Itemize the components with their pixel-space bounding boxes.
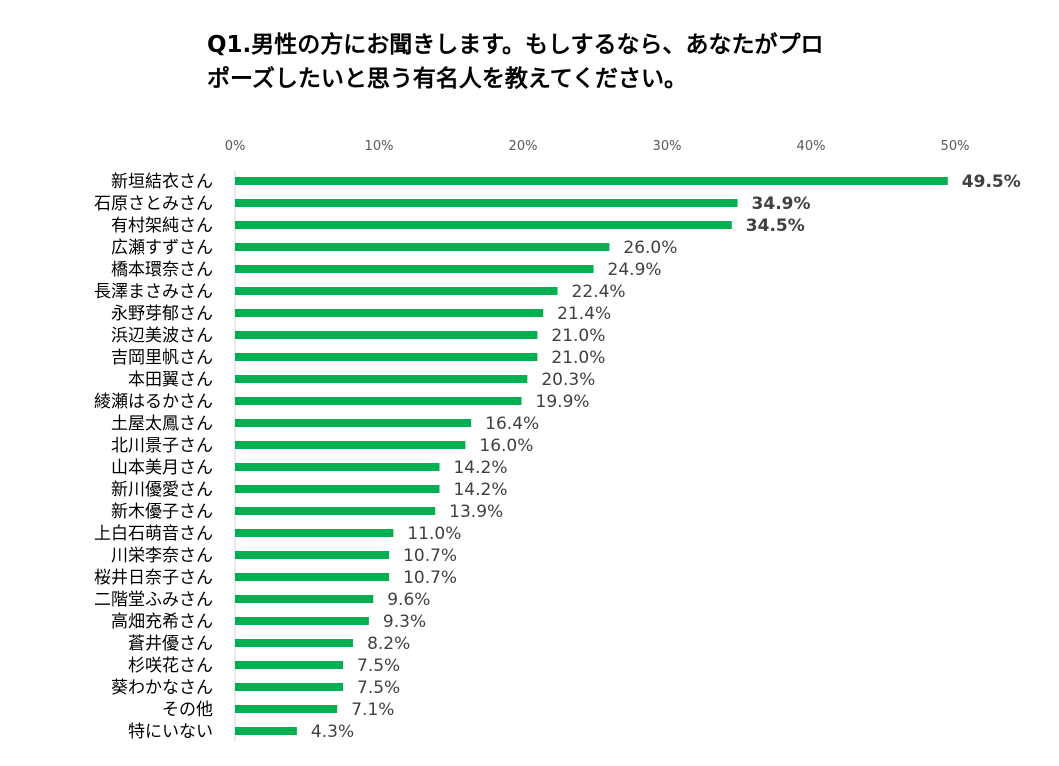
bar — [235, 485, 440, 493]
data-label: 19.9% — [536, 392, 590, 412]
chart-title: Q1.男性の方にお聞きします。もしするなら、あなたがプロ ポーズしたいと思う有名… — [207, 28, 967, 96]
category-label: 山本美月さん — [111, 458, 213, 478]
data-label: 21.4% — [557, 304, 611, 324]
data-label: 4.3% — [311, 722, 354, 742]
data-label: 16.0% — [479, 436, 533, 456]
data-label: 10.7% — [403, 546, 457, 566]
bar — [235, 617, 369, 625]
bar — [235, 683, 343, 691]
data-label: 49.5% — [962, 172, 1021, 192]
data-label: 24.9% — [608, 260, 662, 280]
data-label: 22.4% — [572, 282, 626, 302]
bar — [235, 595, 374, 603]
data-label: 9.6% — [387, 590, 430, 610]
data-label: 20.3% — [541, 370, 595, 390]
bar — [235, 397, 522, 405]
data-label: 7.5% — [357, 678, 400, 698]
data-label: 7.1% — [351, 700, 394, 720]
data-label: 16.4% — [485, 414, 539, 434]
data-label: 10.7% — [403, 568, 457, 588]
bar — [235, 331, 538, 339]
category-label: 長澤まさみさん — [94, 282, 213, 302]
category-label: 吉岡里帆さん — [111, 348, 213, 368]
bar — [235, 661, 343, 669]
bar — [235, 199, 738, 207]
category-label: 高畑充希さん — [111, 612, 213, 632]
category-label: その他 — [162, 700, 213, 720]
category-label: 川栄李奈さん — [111, 546, 213, 566]
bar — [235, 353, 538, 361]
category-label: 有村架純さん — [111, 216, 213, 236]
bar — [235, 573, 390, 581]
category-label: 綾瀬はるかさん — [94, 392, 213, 412]
x-tick-label: 10% — [365, 139, 394, 154]
category-label: 本田翼さん — [128, 370, 213, 390]
bar — [235, 287, 558, 295]
category-label: 新垣結衣さん — [111, 172, 213, 192]
bar — [235, 441, 466, 449]
data-label: 14.2% — [453, 480, 507, 500]
bar — [235, 507, 436, 515]
bar — [235, 309, 544, 317]
category-label: 石原さとみさん — [94, 194, 213, 214]
x-tick-label: 50% — [941, 139, 970, 154]
bar — [235, 529, 394, 537]
bar — [235, 243, 610, 251]
category-label: 永野芽郁さん — [111, 304, 213, 324]
category-label: 二階堂ふみさん — [94, 590, 213, 610]
category-label: 葵わかなさん — [111, 678, 213, 698]
data-label: 21.0% — [551, 348, 605, 368]
data-label: 21.0% — [551, 326, 605, 346]
bar — [235, 551, 390, 559]
category-label: 北川景子さん — [111, 436, 213, 456]
x-tick-label: 0% — [225, 139, 246, 154]
bar — [235, 177, 948, 185]
bar — [235, 727, 297, 735]
data-label: 11.0% — [407, 524, 461, 544]
data-label: 13.9% — [449, 502, 503, 522]
category-label: 土屋太鳳さん — [111, 414, 213, 434]
category-label: 浜辺美波さん — [111, 326, 213, 346]
data-label: 34.9% — [752, 194, 811, 214]
data-label: 26.0% — [623, 238, 677, 258]
data-label: 8.2% — [367, 634, 410, 654]
category-label: 杉咲花さん — [128, 656, 213, 676]
data-label: 34.5% — [746, 216, 805, 236]
bar — [235, 705, 338, 713]
bar — [235, 375, 528, 383]
data-label: 9.3% — [383, 612, 426, 632]
category-label: 広瀬すずさん — [111, 238, 213, 258]
bar — [235, 639, 354, 647]
bar — [235, 419, 472, 427]
x-tick-label: 40% — [797, 139, 826, 154]
category-label: 特にいない — [128, 722, 213, 742]
bar — [235, 221, 732, 229]
category-label: 上白石萌音さん — [94, 524, 213, 544]
data-label: 7.5% — [357, 656, 400, 676]
category-label: 橋本環奈さん — [111, 260, 213, 280]
x-tick-label: 20% — [509, 139, 538, 154]
chart-title-line-2: ポーズしたいと思う有名人を教えてください。 — [207, 66, 688, 92]
x-tick-label: 30% — [653, 139, 682, 154]
bar — [235, 265, 594, 273]
bar — [235, 463, 440, 471]
category-label: 新川優愛さん — [111, 480, 213, 500]
category-label: 蒼井優さん — [128, 634, 213, 654]
category-label: 桜井日奈子さん — [94, 568, 213, 588]
data-label: 14.2% — [453, 458, 507, 478]
category-label: 新木優子さん — [111, 502, 213, 522]
chart-title-line-1: Q1.男性の方にお聞きします。もしするなら、あなたがプロ — [207, 32, 824, 58]
